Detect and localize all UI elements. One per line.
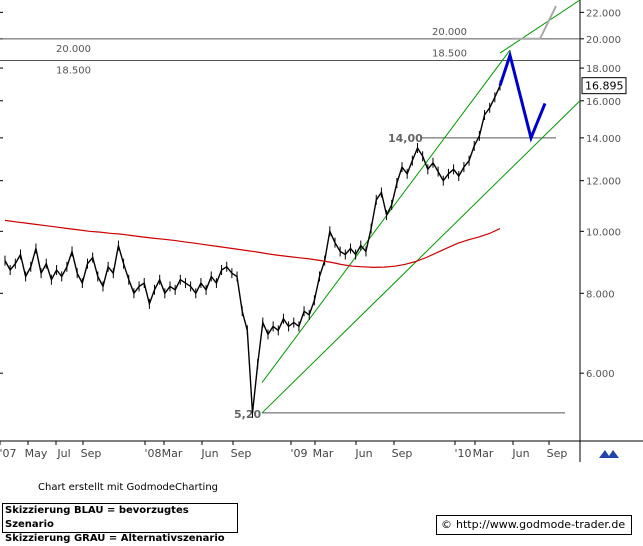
plot-area xyxy=(0,0,580,441)
x-tick-label: '07 xyxy=(0,447,17,460)
x-tick-label: Sep xyxy=(547,447,568,460)
channel-upper xyxy=(261,49,511,383)
y-tick-label: 12.000 xyxy=(586,177,621,188)
grey-scenario-line xyxy=(512,5,557,40)
annotation-520: 5,20 xyxy=(234,408,261,421)
y-tick-label: 14.000 xyxy=(586,134,621,145)
y-tick-label: 20.000 xyxy=(586,35,621,46)
x-tick-label: Jun xyxy=(200,447,218,460)
channel-lower xyxy=(261,100,581,414)
channel-upper-ext xyxy=(499,0,581,54)
y-tick-label: 16.000 xyxy=(586,97,621,108)
y-tick-label: 10.000 xyxy=(586,227,621,238)
moving-average-line xyxy=(4,219,501,269)
level-label-left: 18.500 xyxy=(56,65,91,76)
level-label-right: 20.000 xyxy=(432,27,467,38)
scenario-legend: Skizzierung BLAU = bevorzugtes Szenario … xyxy=(2,503,238,544)
chart-credit: Chart erstellt mit GodmodeCharting xyxy=(38,482,218,493)
x-tick-label: Mar xyxy=(162,447,183,460)
x-tick-label: Jun xyxy=(354,447,372,460)
x-tick-label: Jun xyxy=(511,447,529,460)
level-label-right: 18.500 xyxy=(432,48,467,59)
blue-scenario-line xyxy=(498,49,547,143)
chart-tool-icon[interactable] xyxy=(591,444,631,462)
website-link[interactable]: © http://www.godmode-trader.de xyxy=(436,515,632,535)
annotation-14: 14,00 xyxy=(388,132,423,145)
x-tick-label: May xyxy=(25,447,48,460)
y-tick-label: 6.000 xyxy=(586,369,615,380)
x-tick-label: '10 xyxy=(454,447,471,460)
x-tick-label: Mar xyxy=(313,447,334,460)
y-tick-label: 18.000 xyxy=(586,64,621,75)
level-label-left: 20.000 xyxy=(56,44,91,55)
x-tick-label: Sep xyxy=(81,447,102,460)
x-tick-label: Jul xyxy=(56,447,70,460)
url-text: http://www.godmode-trader.de xyxy=(456,518,626,531)
x-tick-label: Sep xyxy=(392,447,413,460)
copyright-symbol: © xyxy=(441,518,452,531)
x-tick-label: '09 xyxy=(290,447,307,460)
x-tick-label: Mar xyxy=(473,447,494,460)
legend-grey: Skizzierung GRAU = Alternativszenario xyxy=(5,533,225,544)
y-tick-label: 8.000 xyxy=(586,289,615,300)
current-price-box xyxy=(581,77,627,95)
x-tick-label: '08 xyxy=(144,447,161,460)
price-chart: 22.000 20.000 18.000 16.000 14.000 12.000 10.0… xyxy=(0,0,643,462)
x-tick-label: Sep xyxy=(231,447,252,460)
legend-blue: Skizzierung BLAU = bevorzugtes Szenario xyxy=(5,505,189,530)
y-tick-label: 22.000 xyxy=(586,8,621,19)
current-price-label: 16.895 xyxy=(585,80,624,93)
